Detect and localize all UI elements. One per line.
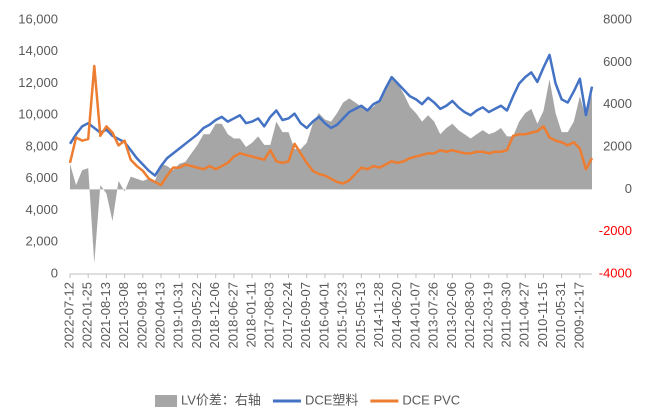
x-tick-label: 2013-02-06	[444, 282, 459, 349]
x-tick-label: 2018-12-06	[207, 282, 222, 349]
y-tick-label: 4,000	[25, 202, 58, 217]
x-tick-label: 2017-08-03	[262, 282, 277, 349]
x-tick-label: 2020-04-13	[152, 282, 167, 349]
y2-tick-label: 6000	[603, 54, 632, 69]
x-tick-label: 2015-10-23	[335, 282, 350, 349]
x-tick-label: 2019-05-22	[189, 282, 204, 349]
line	[68, 64, 594, 187]
y-tick-label: 14,000	[18, 43, 58, 58]
x-tick-label: 2014-11-28	[371, 282, 386, 348]
x-tick-label: 2021-03-08	[116, 282, 131, 349]
x-tick-label: 2016-04-01	[316, 282, 331, 349]
x-tick-label: 2014-06-20	[389, 282, 404, 349]
y-tick-label: 2,000	[25, 234, 58, 249]
x-tick-label: 2011-04-27	[517, 282, 532, 348]
legend-swatch	[155, 395, 177, 407]
legend-label: DCE塑料	[305, 392, 358, 407]
x-tick-label: 2010-11-15	[535, 282, 550, 348]
legend-label: LV价差：右轴	[181, 392, 261, 407]
y-tick-label: 0	[51, 265, 58, 280]
x-tick-label: 2012-08-30	[462, 282, 477, 349]
x-tick-label: 2022-07-12	[61, 282, 76, 349]
x-tick-label: 2011-09-30	[498, 282, 513, 348]
x-tick-label: 2018-06-27	[225, 282, 240, 349]
x-tick-label: 2009-12-17	[571, 282, 586, 349]
y2-tick-label: 8000	[603, 11, 632, 26]
legend-label: DCE PVC	[402, 392, 460, 407]
y2-tick-label: -2000	[599, 223, 632, 238]
x-tick-label: 2017-02-24	[280, 282, 295, 349]
x-tick-label: 2012-03-19	[480, 282, 495, 349]
y-tick-label: 10,000	[18, 107, 58, 122]
x-tick-label: 2016-09-07	[298, 282, 313, 349]
x-tick-label: 2015-05-13	[353, 282, 368, 349]
x-tick-label: 2021-08-13	[98, 282, 113, 349]
y2-tick-label: -4000	[599, 265, 632, 280]
y-tick-label: 12,000	[18, 75, 58, 90]
x-tick-label: 2022-01-25	[80, 282, 95, 349]
x-tick-label: 2020-09-18	[134, 282, 149, 349]
y2-tick-label: 0	[625, 181, 632, 196]
x-tick-label: 2010-05-31	[553, 282, 568, 349]
y2-tick-label: 2000	[603, 138, 632, 153]
y-tick-label: 8,000	[25, 138, 58, 153]
y-tick-label: 16,000	[18, 11, 58, 26]
x-tick-label: 2019-10-31	[171, 282, 186, 349]
x-tick-label: 2014-01-07	[407, 282, 422, 349]
x-tick-label: 2013-07-26	[426, 282, 441, 349]
y-tick-label: 6,000	[25, 170, 58, 185]
area	[70, 77, 592, 264]
line	[68, 53, 594, 177]
x-tick-label: 2018-01-11	[244, 282, 259, 348]
y2-tick-label: 4000	[603, 96, 632, 111]
